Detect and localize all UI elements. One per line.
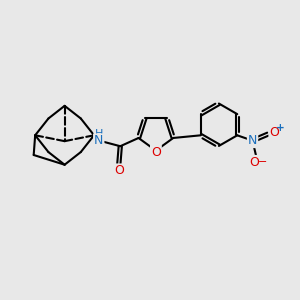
Text: O: O	[250, 156, 260, 169]
Text: O: O	[151, 146, 161, 159]
Text: N: N	[94, 134, 104, 147]
Text: H: H	[94, 129, 103, 140]
Text: −: −	[258, 158, 267, 167]
Text: O: O	[114, 164, 124, 178]
Text: N: N	[248, 134, 257, 147]
Text: +: +	[276, 123, 285, 133]
Text: O: O	[269, 126, 279, 139]
